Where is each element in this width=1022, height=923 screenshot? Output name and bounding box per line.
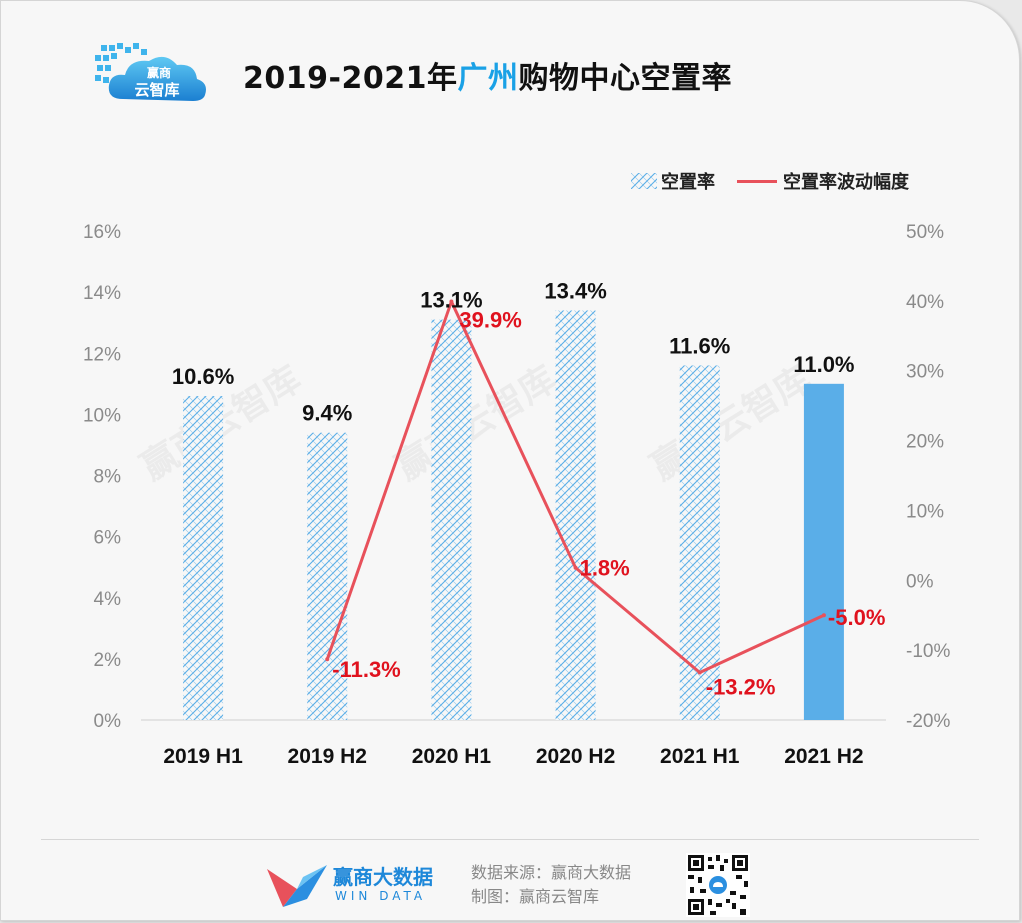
line-series — [325, 299, 826, 675]
footer-brand-cn: 赢商大数据 — [333, 865, 433, 889]
bar — [803, 383, 844, 720]
footer-source: 数据来源：赢商大数据 制图：赢商云智库 — [471, 861, 631, 909]
line-value-label: -11.3% — [332, 657, 401, 682]
y-left-tick-label: 4% — [94, 589, 122, 610]
logo-text-top: 赢商 — [147, 65, 171, 80]
yingshang-cloud-logo: 赢商 云智库 — [95, 43, 206, 101]
y-left-tick-label: 2% — [94, 650, 122, 671]
line-point — [449, 299, 454, 304]
x-tick-label: 2019 H1 — [163, 745, 243, 768]
x-tick-label: 2021 H2 — [784, 745, 863, 768]
title-suffix: 购物中心空置率 — [518, 61, 732, 96]
line-value-label: -5.0% — [828, 605, 885, 630]
y-right-tick-label: -20% — [906, 711, 950, 732]
y-right-tick-label: 10% — [906, 501, 944, 522]
y-right-tick-label: -10% — [906, 641, 950, 662]
y-left-tick-label: 12% — [83, 344, 121, 365]
legend-bar-label: 空置率 — [661, 172, 715, 193]
y-left-tick-label: 10% — [83, 405, 121, 426]
y-left-tick-label: 6% — [94, 528, 122, 549]
y-right-tick-label: 50% — [906, 222, 944, 243]
chart-legend: 空置率 空置率波动幅度 — [631, 168, 931, 194]
bar-value-label: 11.0% — [793, 352, 854, 377]
watermark-text: 赢商云智库 — [644, 358, 818, 488]
y-right-tick-label: 0% — [906, 571, 934, 592]
line-value-label: -13.2% — [706, 674, 776, 699]
line-point — [573, 565, 578, 570]
legend-line-swatch — [737, 179, 777, 183]
made-by-line: 制图：赢商云智库 — [471, 887, 600, 906]
line-value-label: 39.9% — [459, 308, 521, 333]
y-right-tick-label: 30% — [906, 362, 944, 383]
qr-code-icon — [686, 853, 750, 917]
bar-value-label: 13.1% — [420, 288, 482, 313]
footer-brand-en: WIN DATA — [335, 889, 427, 903]
y-left-tick-label: 8% — [94, 467, 122, 488]
bar-value-label: 10.6% — [172, 364, 234, 389]
legend-item-bar: 空置率 — [631, 168, 715, 194]
logo-text-bottom: 云智库 — [134, 81, 179, 99]
bar — [183, 396, 224, 720]
bar-value-label: 11.6% — [669, 333, 730, 358]
title-city: 广州 — [457, 61, 519, 96]
data-labels: 10.6% 9.4% 13.1% 13.4% 11.6% 11.0% -11.3% 39.9%… — [172, 278, 886, 699]
line-value-label: 1.8% — [580, 556, 630, 581]
vacancy-rate-chart: 赢商云智库赢商云智库赢商云智库 0%2%4%6%8%10%12%14%16%-2… — [83, 222, 950, 768]
legend-item-line: 空置率波动幅度 — [737, 168, 909, 194]
line-point — [821, 613, 826, 618]
y-right-tick-label: 20% — [906, 432, 944, 453]
footer-divider — [41, 839, 979, 840]
title-prefix: 2019-2021年 — [243, 61, 458, 96]
y-left-tick-label: 14% — [83, 283, 121, 304]
line-point — [697, 670, 702, 675]
x-tick-label: 2020 H1 — [412, 745, 492, 768]
legend-bar-swatch — [631, 173, 657, 189]
source-line: 数据来源：赢商大数据 — [471, 863, 632, 882]
bar-value-label: 9.4% — [302, 401, 352, 426]
x-tick-label: 2021 H1 — [660, 745, 740, 768]
legend-line-label: 空置率波动幅度 — [783, 172, 909, 193]
bar — [307, 432, 348, 720]
bar — [431, 319, 472, 720]
y-left-tick-label: 16% — [83, 222, 121, 243]
page-title: 2019-2021年广州购物中心空置率 — [243, 53, 732, 97]
x-tick-label: 2020 H2 — [536, 745, 615, 768]
win-data-logo-icon — [267, 865, 327, 907]
y-right-tick-label: 40% — [906, 292, 944, 313]
x-tick-label: 2019 H2 — [288, 745, 367, 768]
line-point — [325, 657, 330, 662]
bar-series — [183, 310, 844, 720]
y-left-tick-label: 0% — [94, 711, 122, 732]
chart-axes: 0% 2% 4% 6% 8% 10% 12% 14% 16% -20% -10% 0% 10% 20% 30… — [83, 222, 950, 768]
watermark-text: 赢商云智库 — [389, 358, 563, 488]
bar — [555, 310, 596, 720]
bar-value-label: 13.4% — [544, 278, 606, 303]
